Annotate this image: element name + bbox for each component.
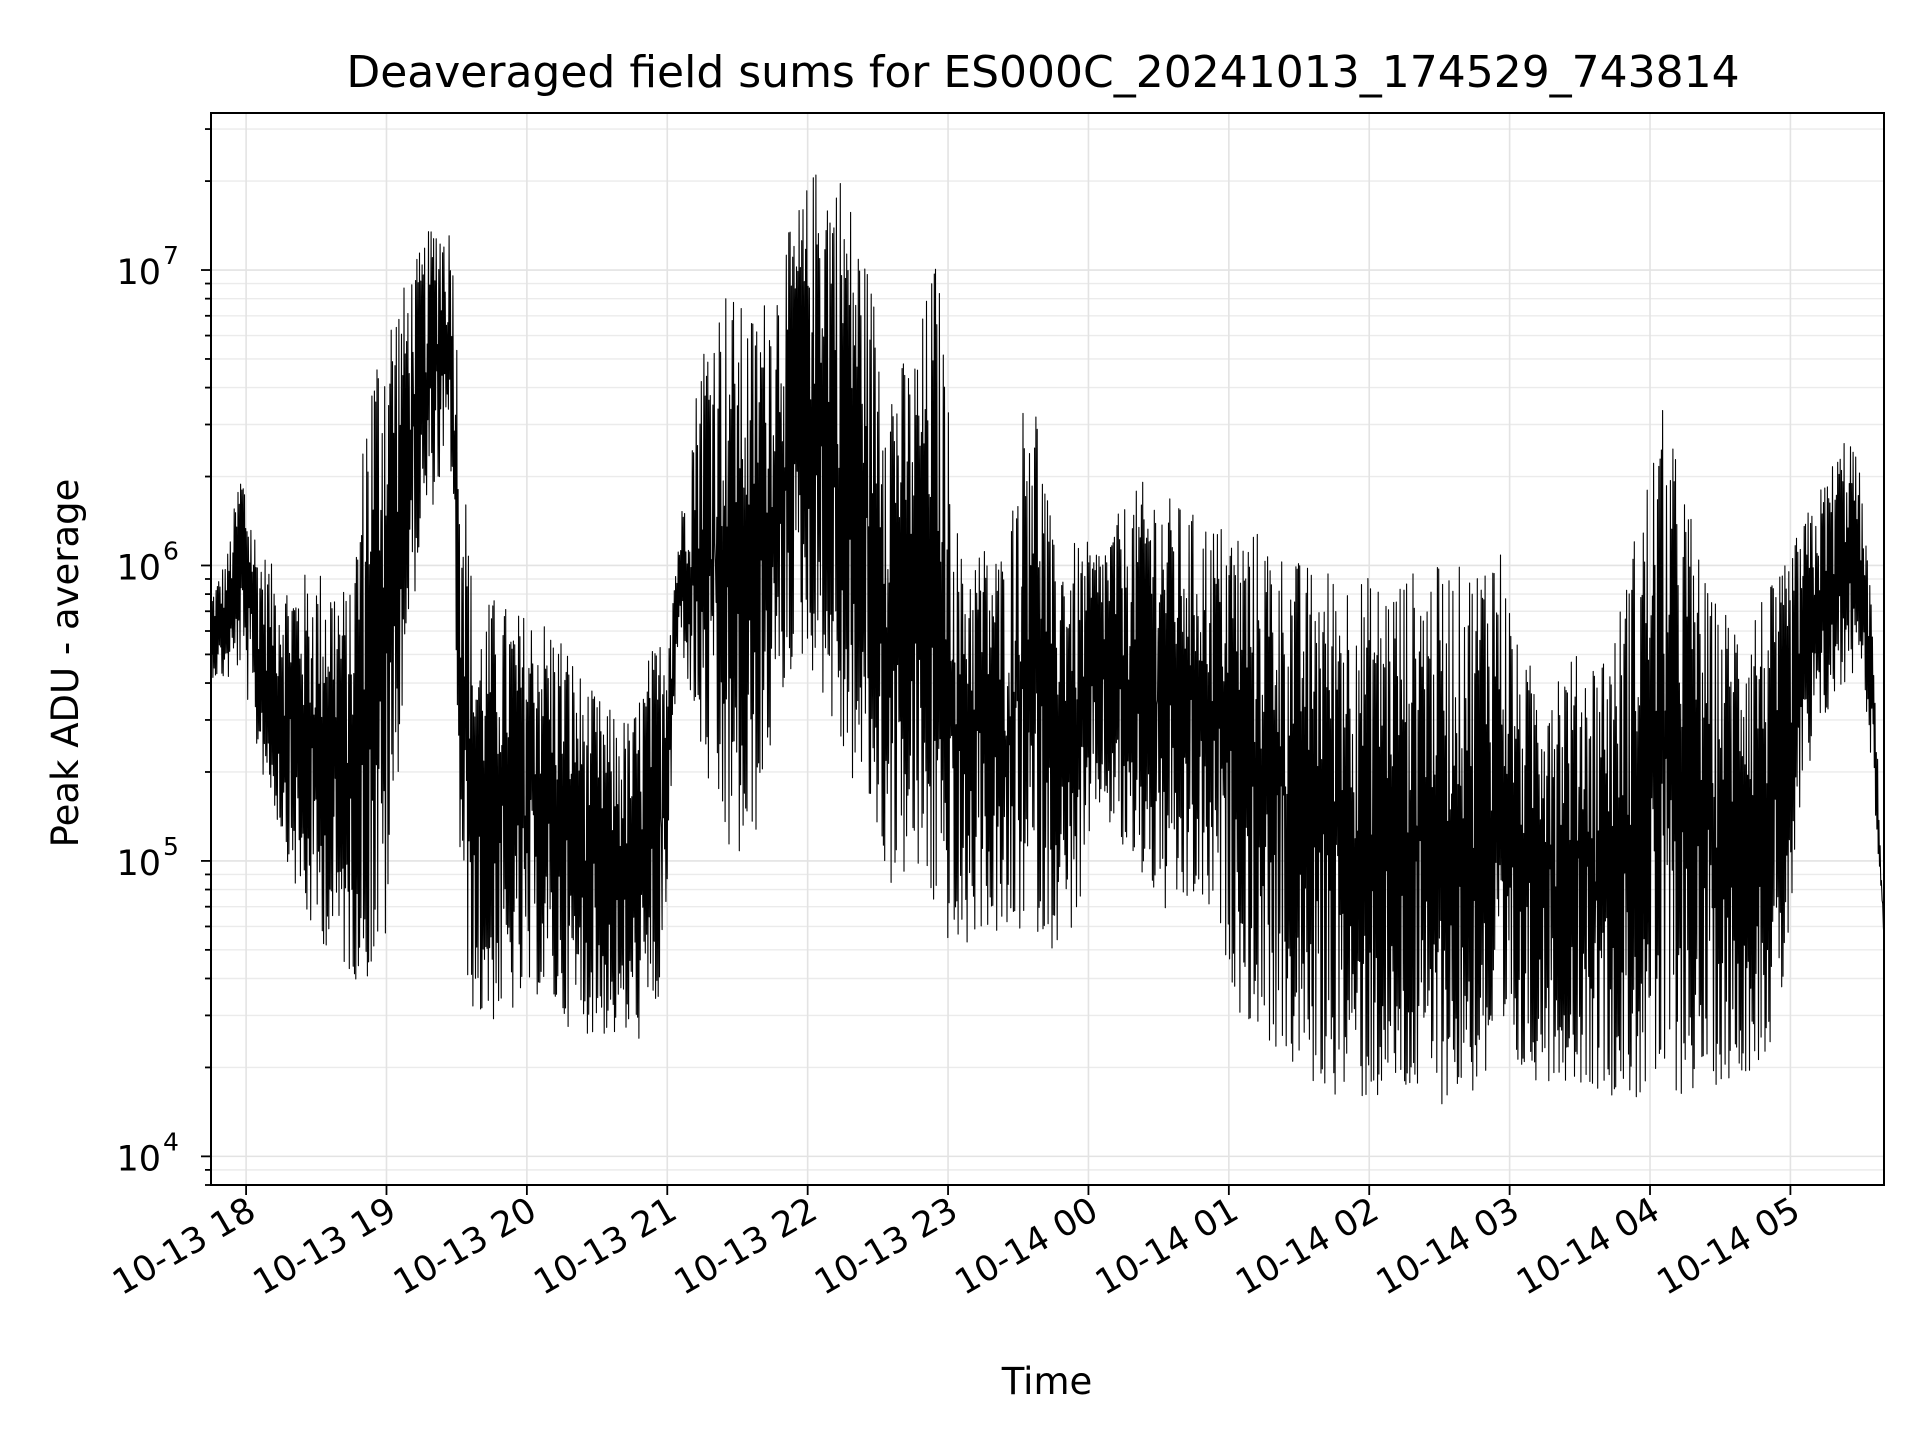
data-series-line [210, 174, 1885, 1105]
y-tick-label: 10 [116, 253, 161, 293]
y-tick-label: 10 [116, 1139, 161, 1179]
y-tick-exponent: 7 [163, 241, 179, 270]
x-tick-label: 10-14 01 [1089, 1190, 1245, 1303]
x-tick-label: 10-14 03 [1370, 1190, 1526, 1303]
plot-frame [210, 112, 1885, 1186]
y-tick-exponent: 4 [163, 1127, 179, 1156]
x-tick-label: 10-13 19 [247, 1190, 403, 1303]
x-tick-label: 10-14 05 [1651, 1190, 1807, 1303]
y-axis-label: Peak ADU - average [44, 479, 87, 848]
x-tick-label: 10-13 20 [387, 1190, 543, 1303]
chart-title: Deaveraged field sums for ES000C_2024101… [346, 47, 1739, 98]
x-tick-label: 10-14 04 [1510, 1190, 1666, 1303]
y-tick-exponent: 6 [163, 536, 179, 565]
x-tick-label: 10-14 02 [1229, 1190, 1385, 1303]
x-tick-label: 10-13 22 [668, 1190, 824, 1303]
x-axis-label: Time [1001, 1360, 1093, 1403]
plot-series [210, 174, 1885, 1105]
y-tick-exponent: 5 [163, 832, 179, 861]
x-tick-label: 10-13 21 [527, 1190, 683, 1303]
y-tick-label: 10 [116, 844, 161, 884]
x-tick-label: 10-13 18 [106, 1190, 262, 1303]
y-tick-label: 10 [116, 548, 161, 588]
x-tick-label: 10-14 00 [949, 1190, 1105, 1303]
x-tick-label: 10-13 23 [808, 1190, 964, 1303]
